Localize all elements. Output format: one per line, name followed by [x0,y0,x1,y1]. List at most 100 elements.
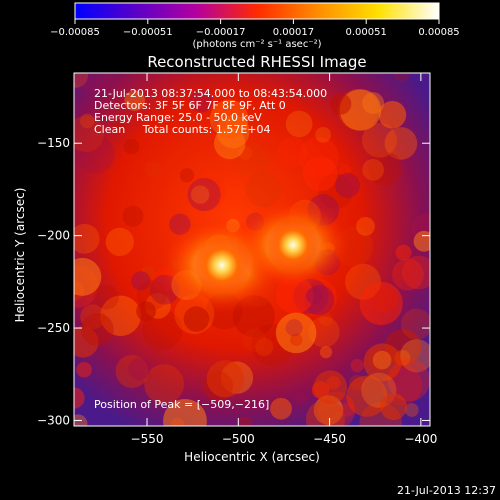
x-axis-ticks: −550 −500 −450 −400 [131,73,437,446]
texture-blob [315,126,332,143]
texture-blob [163,398,207,426]
texture-blob [76,135,115,174]
texture-blob [305,399,345,426]
texture-blob [189,89,213,113]
info-line-detectors: Detectors: 3F 5F 6F 7F 8F 9F, Att 0 [94,99,286,112]
texture-blob [285,319,303,337]
texture-blob [413,230,430,252]
texture-blob [128,357,152,381]
texture-blob [359,281,403,326]
texture-blob [136,280,167,311]
y-tick-label: −300 [37,413,70,427]
texture-blob [115,354,149,388]
texture-blob [393,73,410,82]
texture-blob [350,358,364,373]
heatmap-image [74,73,430,426]
texture-blob [105,227,134,257]
texture-blob [294,392,308,405]
x-tick-label: −400 [404,432,437,446]
texture-blob [111,120,126,135]
texture-blob [372,350,392,370]
texture-blob [76,361,92,378]
y-axis-label: Heliocentric Y (arcsec) [13,188,27,323]
texture-blob [404,403,419,417]
texture-blob [187,171,226,211]
x-tick-label: −500 [222,432,255,446]
texture-blob [319,312,333,327]
observation-info: 21-Jul-2013 08:37:54.000 to 08:43:54.000… [94,87,327,136]
texture-blob [290,333,303,346]
texture-blob [206,360,244,398]
colorbar-tick-label: −0.00085 [50,27,100,38]
colorbar-gradient [74,2,440,20]
texture-blob [190,185,210,204]
texture-blob [378,100,407,129]
texture-blob [144,160,162,178]
texture-blob [400,339,430,373]
footer-timestamp: 21-Jul-2013 12:37 [397,484,496,497]
colorbar-unit-label: (photons cm⁻² s⁻¹ asec⁻²) [192,39,321,50]
info-line-energy: Energy Range: 25.0 - 50.0 keV [94,111,262,124]
texture-blob [330,93,352,115]
texture-blob [285,110,313,138]
texture-blob [400,308,430,340]
texture-blob [74,387,85,409]
colorbar: −0.00085 −0.00051 −0.00017 0.00017 0.00051 0.… [50,2,460,50]
chart-title: Reconstructed RHESSI Image [147,53,366,71]
texture-blob [79,113,95,129]
texture-blob [368,151,403,186]
texture-blob [209,99,249,139]
texture-blob [74,257,102,296]
texture-blob [346,375,388,417]
x-axis-label: Heliocentric X (arcsec) [184,450,320,464]
info-line-time: 21-Jul-2013 08:37:54.000 to 08:43:54.000 [94,87,327,100]
texture-blob [395,244,412,261]
texture-blob [237,416,253,426]
y-tick-label: −250 [37,321,70,335]
texture-blob [306,287,324,305]
texture-blob [183,306,210,332]
y-tick-label: −200 [37,229,70,243]
colorbar-tick-label: 0.00085 [418,27,459,38]
texture-blob [74,326,99,358]
texture-blob [277,137,308,168]
texture-blob [392,258,424,291]
peak-position-label: Position of Peak = [−509,−216] [94,398,269,411]
texture-blob [362,92,385,114]
texture-blob [270,397,292,420]
heatmap-sources [159,200,351,314]
texture-blob [131,271,151,291]
texture-blob [124,90,146,111]
y-tick-label: −150 [37,136,70,150]
texture-blob [356,217,375,236]
texture-blob [361,122,398,158]
texture-blob [170,417,185,426]
x-tick-label: −450 [313,432,346,446]
texture-blob [142,309,183,350]
texture-blob [242,328,267,353]
texture-blob [402,255,430,290]
source-core [266,218,320,272]
texture-blob [245,171,282,208]
texture-blob [179,168,195,183]
y-axis-ticks: −150 −200 −250 −300 [37,136,430,427]
texture-blob [302,156,338,192]
texture-blob [144,364,185,405]
texture-blob [313,370,348,404]
texture-blob [275,312,317,354]
texture-blob [319,345,333,359]
texture-blob [94,284,120,310]
texture-blob [80,313,114,346]
texture-blob [384,127,418,160]
texture-blob [187,177,221,212]
texture-blob [74,223,100,254]
texture-blob [335,172,360,198]
colorbar-tick-label: −0.00017 [196,27,246,38]
texture-blob [74,414,88,426]
texture-blob [362,158,384,181]
info-line-clean: Clean Total counts: 1.57E+04 [94,123,271,136]
texture-blob [380,393,408,421]
colorbar-ticks: −0.00085 −0.00051 −0.00017 0.00017 0.00051 0.… [50,19,460,38]
plot-frame [73,72,431,427]
